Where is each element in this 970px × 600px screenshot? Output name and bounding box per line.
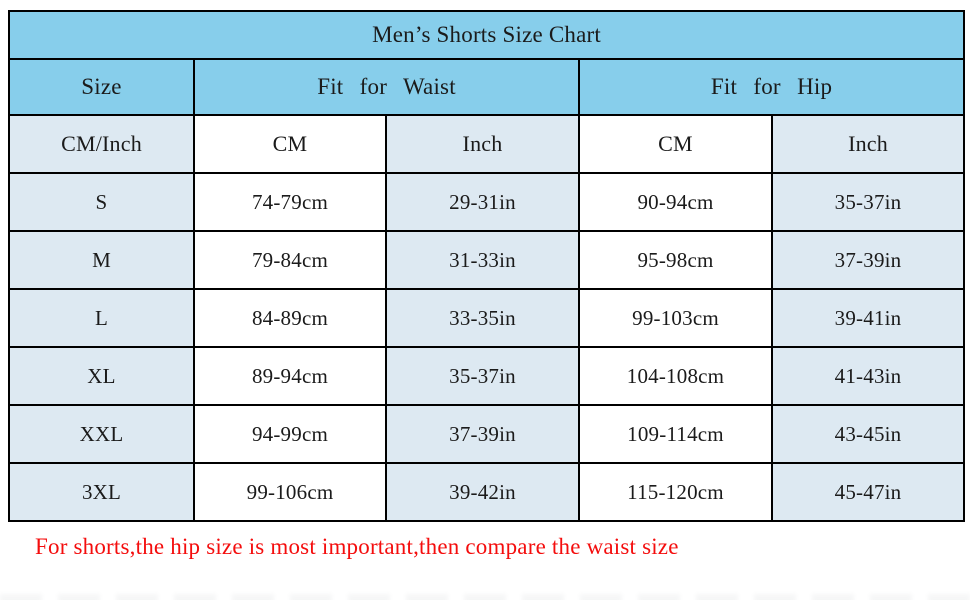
table-row-l: L 84-89cm 33-35in 99-103cm 39-41in bbox=[8, 288, 966, 348]
table-row-xxl: XXL 94-99cm 37-39in 109-114cm 43-45in bbox=[8, 404, 966, 464]
hip-cm-cell: 99-103cm bbox=[578, 288, 773, 348]
table-row-m: M 79-84cm 31-33in 95-98cm 37-39in bbox=[8, 230, 966, 290]
subheader-row: CM/Inch CM Inch CM Inch bbox=[8, 114, 966, 174]
size-cell: XL bbox=[8, 346, 195, 406]
size-cell: L bbox=[8, 288, 195, 348]
waist-cm-cell: 94-99cm bbox=[193, 404, 387, 464]
chart-title: Men’s Shorts Size Chart bbox=[7, 10, 966, 60]
table-row-s: S 74-79cm 29-31in 90-94cm 35-37in bbox=[8, 172, 966, 232]
waist-inch-cell: 37-39in bbox=[385, 404, 580, 464]
hip-inch-cell: 35-37in bbox=[770, 172, 966, 232]
waist-inch-cell: 29-31in bbox=[385, 172, 580, 232]
col-header-fit-for-waist: Fit for Waist bbox=[193, 58, 580, 116]
watermark-smudge bbox=[0, 594, 970, 600]
subheader-hip-cm: CM bbox=[578, 114, 773, 174]
subheader-waist-cm: CM bbox=[193, 114, 387, 174]
col-header-size: Size bbox=[8, 58, 195, 116]
waist-cm-cell: 89-94cm bbox=[193, 346, 387, 406]
table-row-xl: XL 89-94cm 35-37in 104-108cm 41-43in bbox=[8, 346, 966, 406]
hip-cm-cell: 115-120cm bbox=[578, 462, 773, 522]
hip-inch-cell: 37-39in bbox=[770, 230, 966, 290]
title-row: Men’s Shorts Size Chart bbox=[7, 10, 966, 60]
waist-inch-cell: 35-37in bbox=[385, 346, 580, 406]
hip-inch-cell: 41-43in bbox=[770, 346, 966, 406]
size-cell: S bbox=[8, 172, 195, 232]
waist-inch-cell: 39-42in bbox=[385, 462, 580, 522]
waist-cm-cell: 74-79cm bbox=[193, 172, 387, 232]
subheader-cm-inch: CM/Inch bbox=[8, 114, 195, 174]
size-chart-table: Men’s Shorts Size Chart Size Fit for Wai… bbox=[7, 10, 966, 522]
hip-inch-cell: 43-45in bbox=[770, 404, 966, 464]
waist-inch-cell: 33-35in bbox=[385, 288, 580, 348]
size-cell: 3XL bbox=[8, 462, 195, 522]
col-header-fit-for-hip: Fit for Hip bbox=[577, 58, 966, 116]
waist-cm-cell: 99-106cm bbox=[193, 462, 387, 522]
hip-inch-cell: 45-47in bbox=[770, 462, 966, 522]
hip-cm-cell: 109-114cm bbox=[578, 404, 773, 464]
hip-inch-cell: 39-41in bbox=[770, 288, 966, 348]
waist-cm-cell: 84-89cm bbox=[193, 288, 387, 348]
hip-cm-cell: 95-98cm bbox=[578, 230, 773, 290]
hip-cm-cell: 104-108cm bbox=[578, 346, 773, 406]
subheader-waist-inch: Inch bbox=[385, 114, 580, 174]
size-cell: M bbox=[8, 230, 195, 290]
waist-inch-cell: 31-33in bbox=[385, 230, 580, 290]
footnote: For shorts,the hip size is most importan… bbox=[35, 534, 679, 559]
header-row: Size Fit for Waist Fit for Hip bbox=[8, 58, 966, 116]
subheader-hip-inch: Inch bbox=[770, 114, 966, 174]
waist-cm-cell: 79-84cm bbox=[193, 230, 387, 290]
size-cell: XXL bbox=[8, 404, 195, 464]
table-row-3xl: 3XL 99-106cm 39-42in 115-120cm 45-47in bbox=[8, 462, 966, 522]
hip-cm-cell: 90-94cm bbox=[578, 172, 773, 232]
